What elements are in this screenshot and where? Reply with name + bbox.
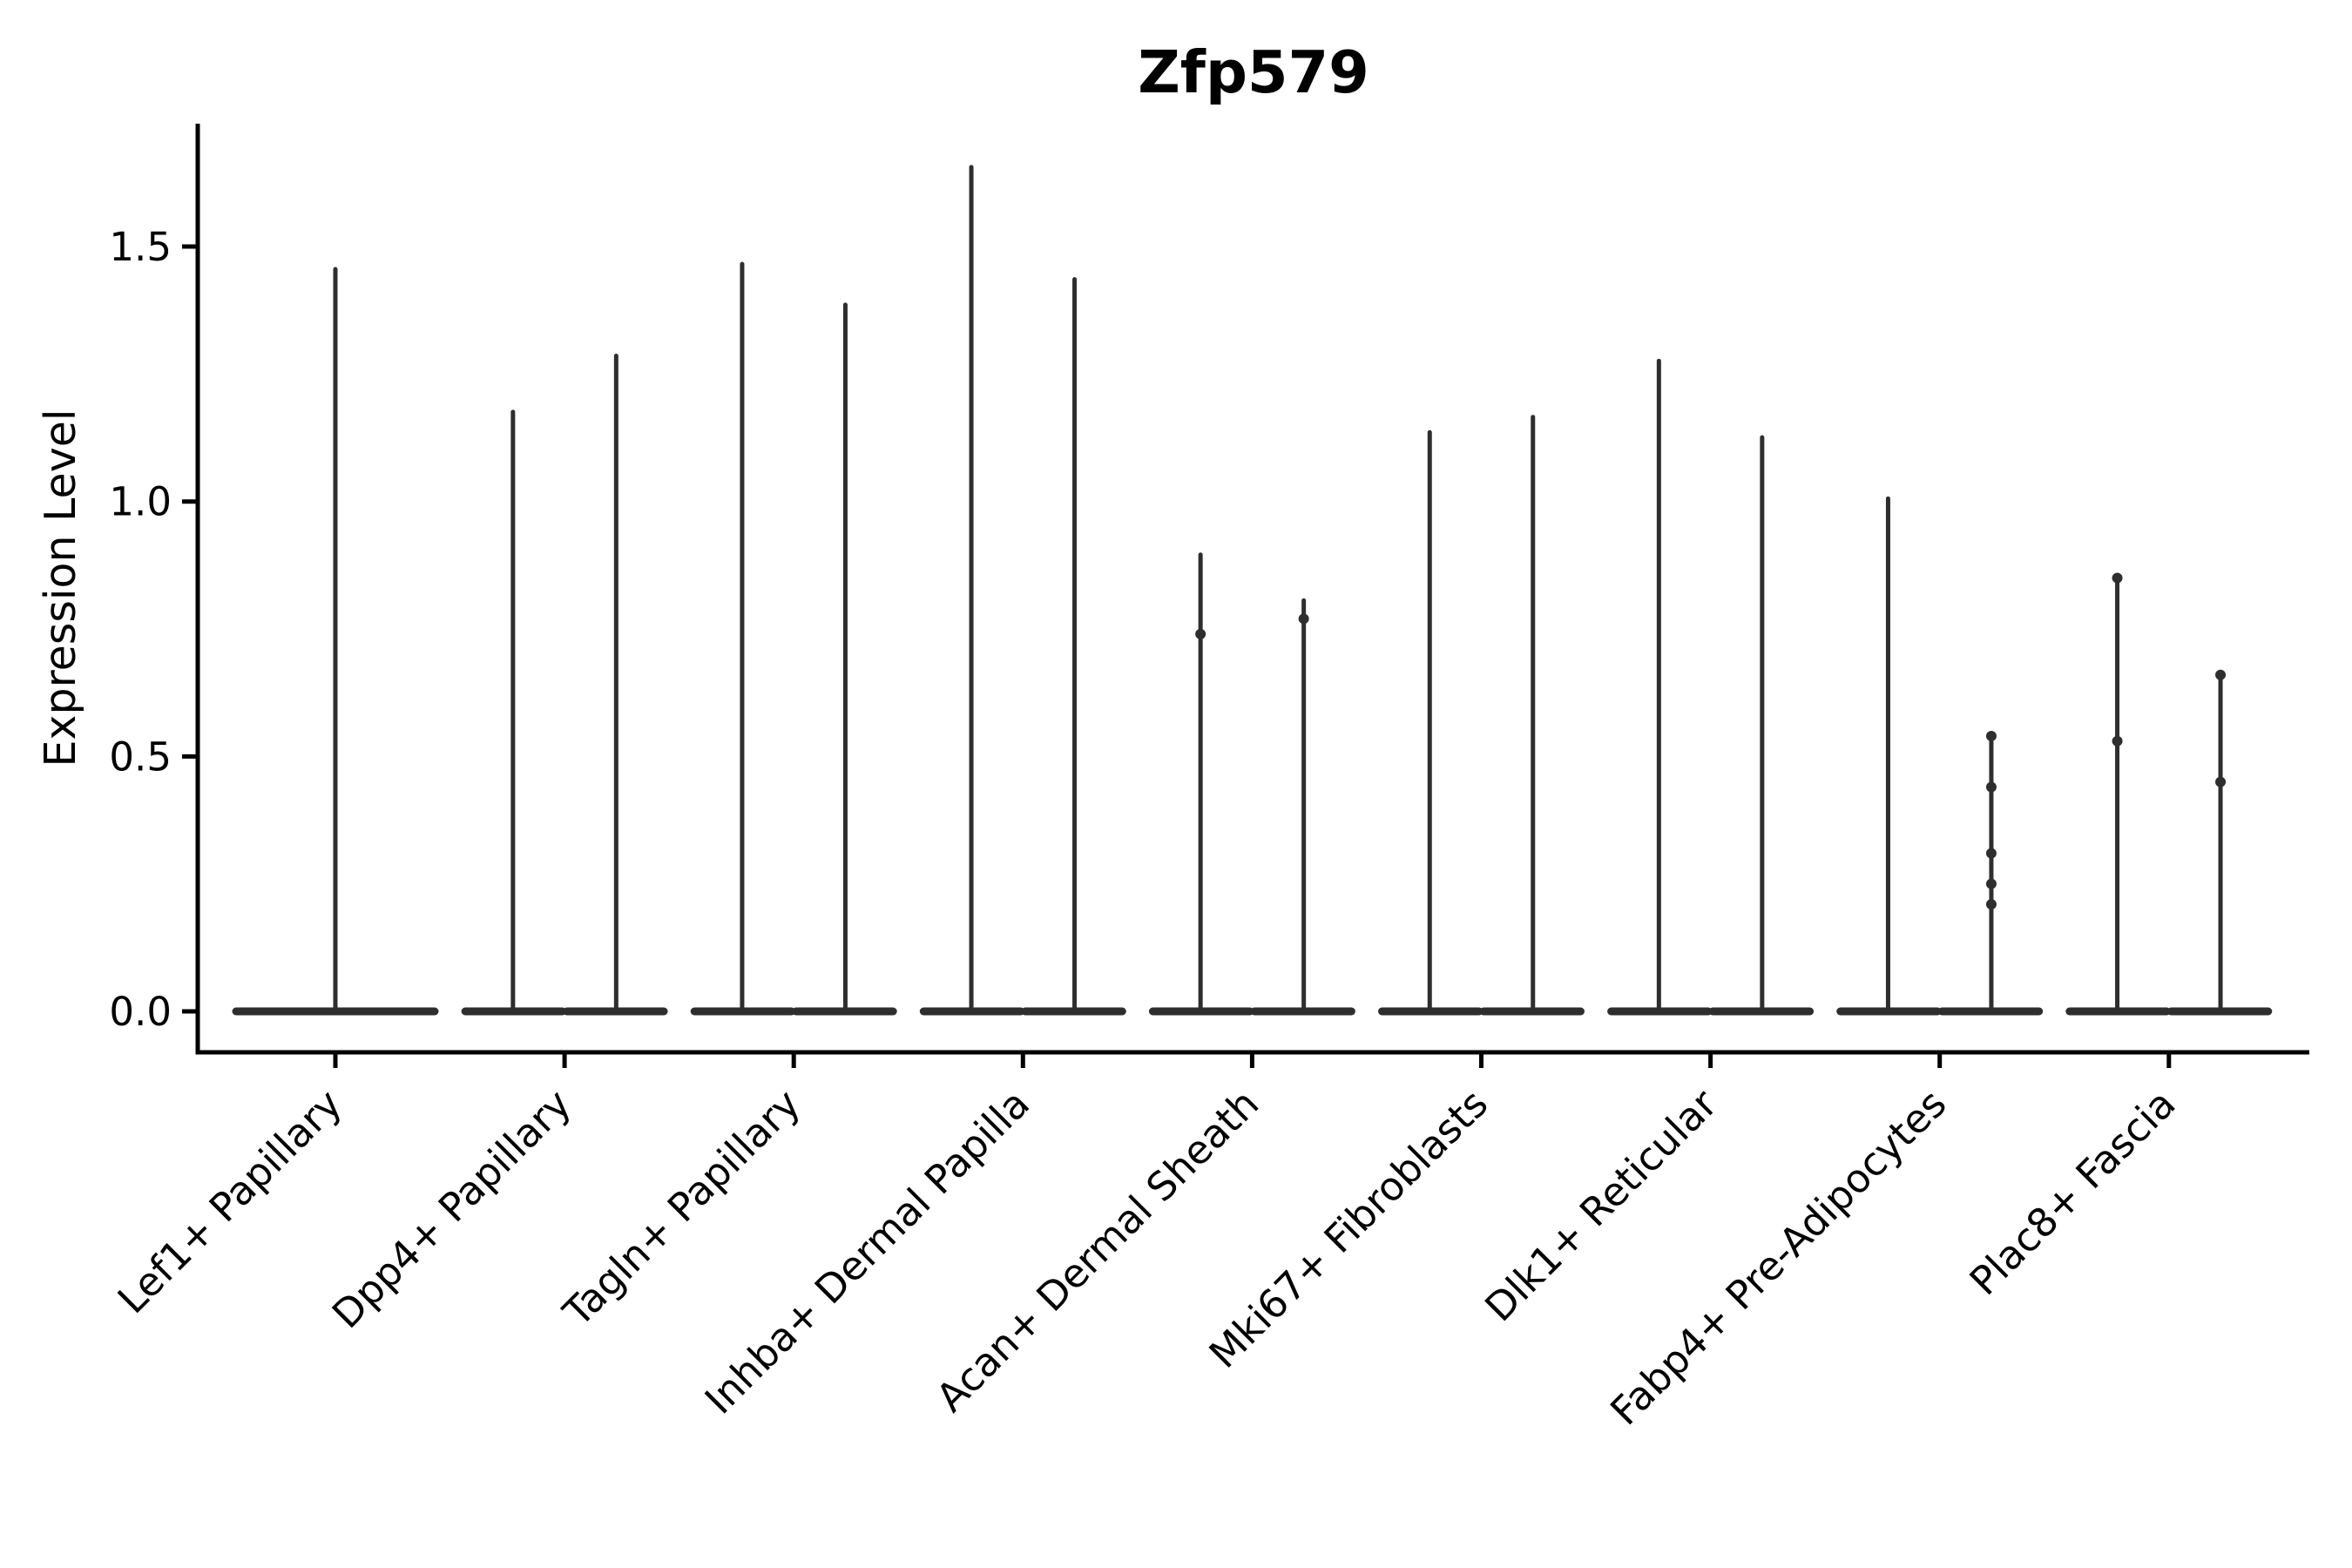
violin-point xyxy=(2215,776,2227,787)
violin-point xyxy=(1985,730,1997,741)
x-tick-label: Plac8+ Fascia xyxy=(1961,1080,2185,1304)
violin-point xyxy=(1985,878,1997,889)
x-tick-label: Lef1+ Papillary xyxy=(109,1080,351,1322)
x-tick-label: Tagln+ Papillary xyxy=(554,1080,809,1335)
x-tick-label: Dpp4+ Papillary xyxy=(323,1080,580,1337)
violin-point xyxy=(1985,848,1997,859)
violin-point xyxy=(2112,572,2123,584)
chart-title: Zfp579 xyxy=(1138,38,1369,106)
violin-point xyxy=(1985,781,1997,793)
violins-layer xyxy=(232,165,2273,1016)
axes-spines xyxy=(195,124,2309,1055)
violin-point xyxy=(1298,613,1309,625)
y-tick-label: 0.5 xyxy=(109,733,172,780)
y-tick-label: 1.5 xyxy=(109,224,172,270)
y-axis-label: Expression Level xyxy=(36,409,85,767)
x-tick-label: Dlk1+ Reticular xyxy=(1476,1080,1726,1330)
violin-point xyxy=(1985,899,1997,910)
violin-point xyxy=(2112,735,2123,747)
violin-point xyxy=(2215,669,2227,680)
violin-point xyxy=(1195,628,1206,639)
y-tick-label: 0.0 xyxy=(109,989,172,1035)
y-axis-ticks: 0.0 0.5 1.0 1.5 xyxy=(109,224,198,1035)
y-tick-label: 1.0 xyxy=(109,479,172,525)
